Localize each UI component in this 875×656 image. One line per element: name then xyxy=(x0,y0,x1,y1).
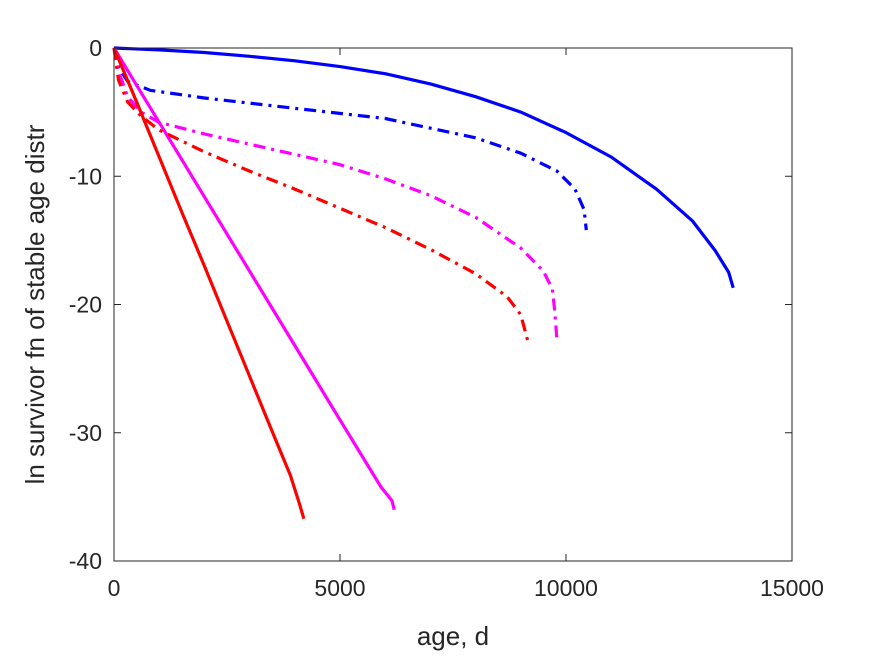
series-layer xyxy=(112,46,735,520)
x-tick-label: 5000 xyxy=(314,575,365,601)
y-tick-label: -30 xyxy=(69,420,102,446)
x-tick-label: 15000 xyxy=(760,575,824,601)
plot-frame xyxy=(113,47,793,562)
y-axis-label: ln survivor fn of stable age distr xyxy=(20,124,50,484)
y-tick-label: -40 xyxy=(69,548,102,574)
series-line-6 xyxy=(112,47,530,341)
y-tick-label: -10 xyxy=(69,163,102,189)
series-line-5 xyxy=(112,47,306,520)
x-tick-label: 0 xyxy=(108,575,121,601)
series-line-1 xyxy=(113,46,735,289)
x-tick-label: 10000 xyxy=(534,575,598,601)
series-line-2 xyxy=(112,47,588,231)
y-tick-label: -20 xyxy=(69,292,102,318)
axes-layer: 0 5000 10000 15000 0 -10 -20 -30 -40 xyxy=(69,35,824,601)
x-axis-label: age, d xyxy=(417,621,489,651)
y-tick-label: 0 xyxy=(89,35,102,61)
series-line-3 xyxy=(112,47,396,511)
series-line-4 xyxy=(112,47,559,341)
